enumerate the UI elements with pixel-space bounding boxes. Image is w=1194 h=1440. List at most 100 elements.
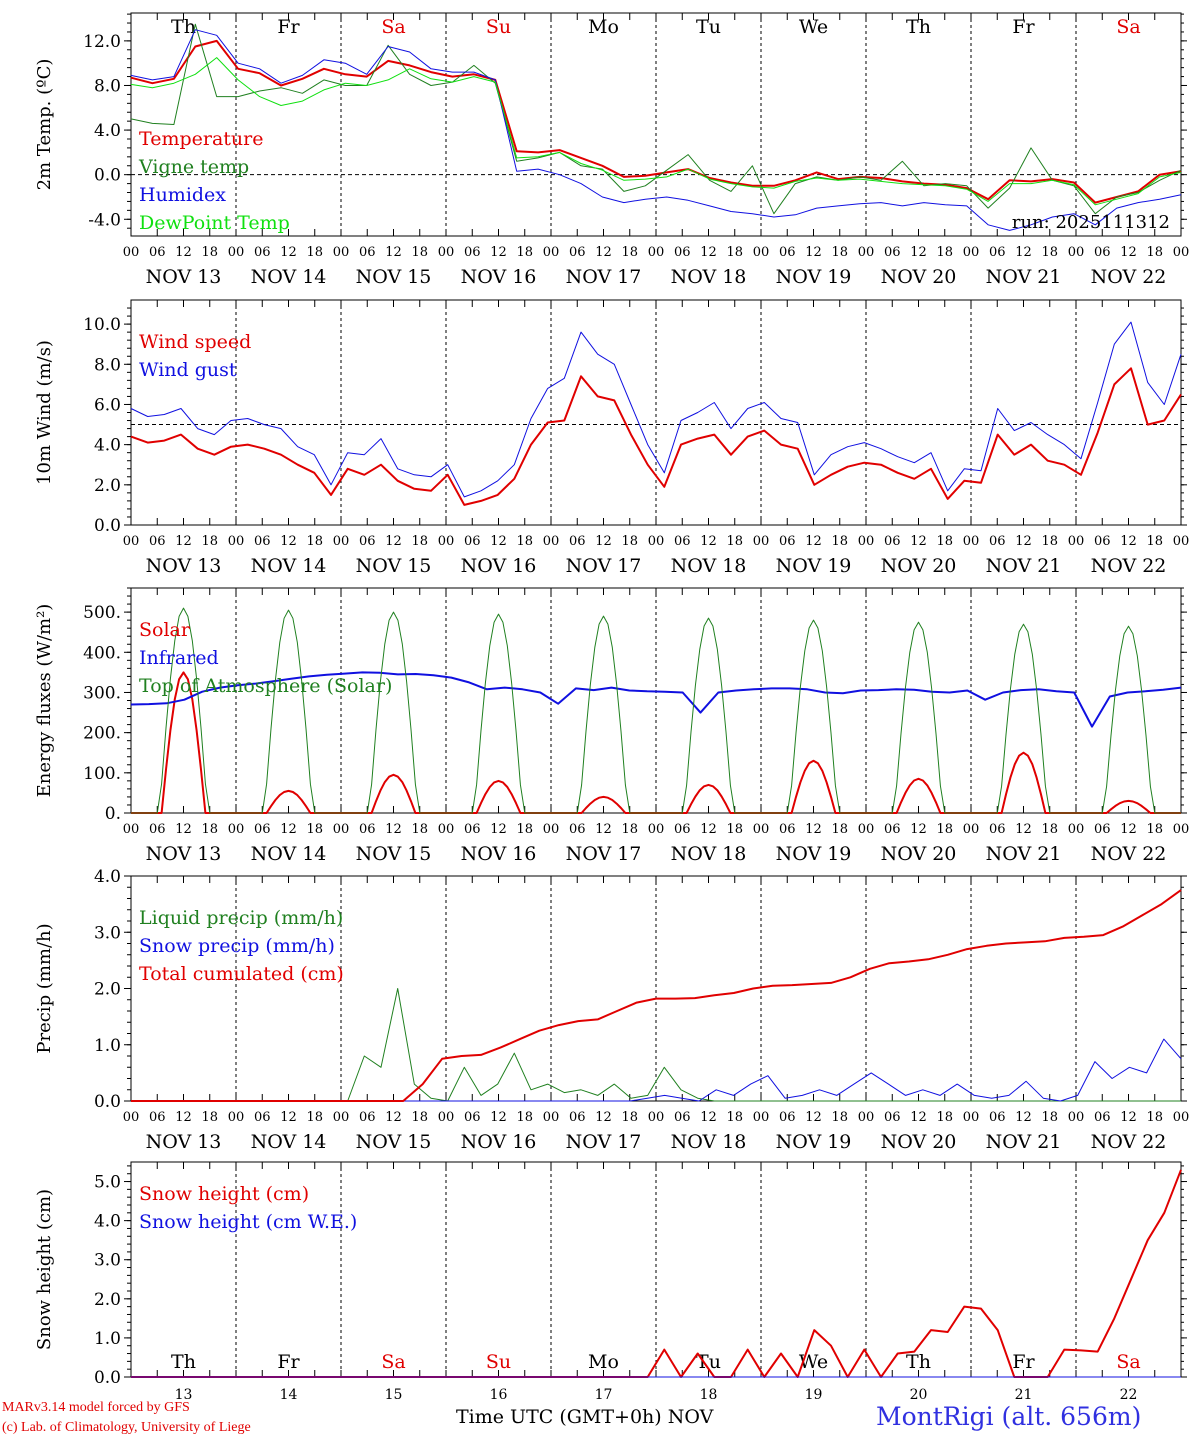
hour-tick-label: 12 [805,1110,822,1125]
hour-tick-label: 06 [464,534,481,549]
hour-tick-label: 00 [753,822,770,837]
legend-entry: Wind speed [139,331,251,353]
hour-tick-label: 00 [438,245,455,260]
hour-tick-label: 18 [411,245,428,260]
day-number-label: 16 [490,1387,508,1403]
weekday-label: Mo [588,1351,619,1373]
day-number-label: 14 [280,1387,298,1403]
y-axis-label: 10m Wind (m/s) [34,340,55,485]
date-label: NOV 19 [776,843,852,865]
hour-tick-label: 12 [1015,822,1032,837]
hour-tick-label: 00 [333,534,350,549]
hour-tick-label: 12 [175,1110,192,1125]
hour-tick-label: 18 [516,245,533,260]
hour-tick-label: 00 [543,245,560,260]
y-tick-label: 2.0 [94,476,121,496]
weekday-label: Fr [277,16,300,38]
date-label: NOV 19 [776,1131,852,1153]
hour-tick-label: 12 [1120,245,1137,260]
hour-tick-label: 00 [228,1110,245,1125]
hour-tick-label: 00 [333,822,350,837]
legend-entry: Solar [139,619,191,641]
hour-tick-label: 18 [411,534,428,549]
hour-tick-label: 06 [359,245,376,260]
hour-tick-label: 18 [726,822,743,837]
hour-tick-label: 06 [149,534,166,549]
hour-tick-label: 00 [858,822,875,837]
hour-tick-label: 00 [1068,534,1085,549]
hour-tick-label: 06 [359,822,376,837]
hour-tick-label: 00 [438,822,455,837]
hour-tick-label: 06 [884,534,901,549]
hour-tick-label: 06 [989,822,1006,837]
hour-tick-label: 06 [254,1110,271,1125]
hour-tick-label: 00 [963,822,980,837]
weekday-label: Th [906,1351,931,1373]
hour-tick-label: 12 [700,822,717,837]
hour-tick-label: 12 [1120,534,1137,549]
y-tick-label: 10.0 [83,315,121,335]
hour-tick-label: 18 [1041,534,1058,549]
hour-tick-label: 12 [385,534,402,549]
legend-entry: Wind gust [139,359,237,381]
hour-tick-label: 00 [1173,1110,1190,1125]
date-label: NOV 13 [146,843,222,865]
hour-tick-label: 06 [989,1110,1006,1125]
y-tick-label: 2.0 [94,980,121,1000]
y-axis-label: Snow height (cm) [34,1189,55,1350]
hour-tick-label: 18 [1146,822,1163,837]
hour-tick-label: 06 [1094,245,1111,260]
hour-tick-label: 00 [123,1110,140,1125]
date-label: NOV 15 [356,266,432,288]
lab-credit: (c) Lab. of Climatology, University of L… [2,1420,251,1435]
hour-tick-label: 06 [884,822,901,837]
y-tick-label: 3.0 [94,1251,121,1271]
hour-tick-label: 00 [123,534,140,549]
day-number-label: 18 [700,1387,718,1403]
legend-entry: Vigne temp [138,156,249,178]
y-tick-label: 500. [83,603,121,623]
hour-tick-label: 12 [490,534,507,549]
y-tick-label: 4.0 [94,1212,121,1232]
hour-tick-label: 06 [989,245,1006,260]
hour-tick-label: 18 [306,245,323,260]
hour-tick-label: 12 [175,245,192,260]
y-axis-label: Energy fluxes (W/m²) [34,604,55,798]
hour-tick-label: 18 [936,534,953,549]
hour-tick-label: 06 [569,245,586,260]
hour-tick-label: 00 [1173,245,1190,260]
y-tick-label: 8.0 [94,355,121,375]
date-label: NOV 20 [881,843,957,865]
hour-tick-label: 12 [700,1110,717,1125]
hour-tick-label: 12 [595,534,612,549]
panel-frame [130,587,1182,814]
hour-tick-label: 18 [621,1110,638,1125]
y-tick-label: 100. [83,764,121,784]
date-label: NOV 17 [566,1131,642,1153]
legend-entry: Liquid precip (mm/h) [139,907,343,929]
hour-tick-label: 06 [569,1110,586,1125]
hour-tick-label: 06 [779,534,796,549]
day-number-label: 20 [910,1387,928,1403]
y-tick-label: 3.0 [94,923,121,943]
y-tick-label: 4.0 [94,436,121,456]
series-line-infrared [130,671,1182,728]
panel-frame [130,299,1182,526]
hour-tick-label: 12 [910,1110,927,1125]
hour-tick-label: 18 [201,822,218,837]
date-label: NOV 22 [1091,266,1167,288]
hour-tick-label: 18 [831,1110,848,1125]
hour-tick-label: 06 [464,822,481,837]
panel-energy: 0. 100. 200. 300. 400. 500. Energy fluxes (W/m… [34,587,1189,865]
hour-tick-label: 18 [306,1110,323,1125]
day-number-label: 22 [1120,1387,1138,1403]
date-label: NOV 13 [146,555,222,577]
y-tick-label: 1.0 [94,1329,121,1349]
hour-tick-label: 18 [726,1110,743,1125]
model-credit: MARv3.14 model forced by GFS [2,1400,190,1415]
hour-tick-label: 00 [228,822,245,837]
hour-tick-label: 06 [149,245,166,260]
series-line-total-cumulated-cm- [131,889,1182,1102]
hour-tick-label: 00 [648,1110,665,1125]
